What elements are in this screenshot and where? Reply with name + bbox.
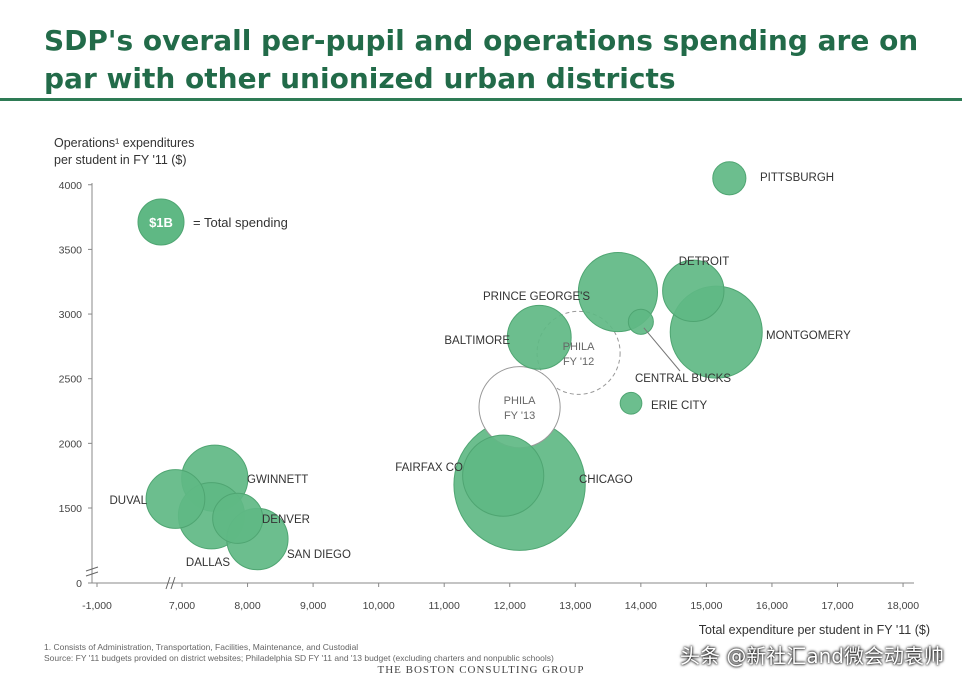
legend-bubble	[137, 198, 185, 246]
bubble-label: DALLAS	[186, 557, 230, 569]
bubble-label: DUVAL	[110, 495, 148, 507]
bubble-fairfax-co	[462, 434, 545, 517]
bubble-label: FY '13	[504, 410, 535, 422]
bcg-logo: THE BOSTON CONSULTING GROUP	[377, 664, 585, 676]
legend-bubble-label: $1B	[149, 215, 173, 230]
leader-line	[643, 327, 681, 372]
y-tick-label: 0	[76, 578, 82, 590]
bubble-label: SAN DIEGO	[287, 549, 351, 561]
bubble-denver	[212, 492, 264, 544]
x-axis-break	[165, 576, 176, 590]
bubble-label: ERIE CITY	[651, 400, 708, 412]
bubble-duval	[145, 469, 206, 529]
x-tick-label: 7,000	[169, 600, 195, 612]
y-axis-title: per student in FY '11 ($)	[54, 153, 187, 167]
x-tick-label: 12,000	[494, 600, 526, 612]
bubble-baltimore	[506, 304, 572, 370]
watermark: 头条 @新社汇and微会动袁帅	[680, 644, 944, 668]
bubble-label: DENVER	[262, 514, 310, 526]
y-tick-label: 1500	[59, 503, 83, 515]
x-axis-title: Total expenditure per student in FY '11 …	[699, 623, 930, 637]
y-tick-label: 2000	[59, 438, 83, 450]
bubble-label: PHILA	[504, 395, 536, 407]
x-tick-label: 17,000	[821, 600, 853, 612]
y-axis-title: Operations¹ expenditures	[54, 136, 194, 150]
bubble-pittsburgh	[712, 161, 747, 196]
title-divider	[0, 98, 962, 101]
x-tick-label: 9,000	[300, 600, 326, 612]
x-tick-label: -1,000	[82, 600, 112, 612]
bubble-label: DETROIT	[679, 256, 729, 268]
bubble-label: CHICAGO	[579, 474, 633, 486]
y-tick-label: 2500	[59, 374, 83, 386]
bubble-label: MONTGOMERY	[766, 330, 851, 342]
bubble-label: CENTRAL BUCKS	[635, 373, 731, 385]
bubble-label: BALTIMORE	[444, 335, 510, 347]
bubble-label: PHILA	[563, 341, 595, 353]
y-tick-label: 4000	[59, 180, 83, 192]
bubble-label: GWINNETT	[247, 474, 308, 486]
x-tick-label: 18,000	[887, 600, 919, 612]
bubble-label: PITTSBURGH	[760, 172, 834, 184]
x-tick-label: 13,000	[559, 600, 591, 612]
y-tick-label: 3500	[59, 244, 83, 256]
x-tick-label: 16,000	[756, 600, 788, 612]
x-tick-label: 14,000	[625, 600, 657, 612]
bubble-central-bucks	[627, 308, 654, 335]
x-tick-label: 15,000	[690, 600, 722, 612]
bubble-label: FAIRFAX CO	[395, 462, 463, 474]
y-tick-label: 3000	[59, 309, 83, 321]
bubble-label: PRINCE GEORGE'S	[483, 291, 590, 303]
bubble-label: FY '12	[563, 356, 594, 368]
x-tick-label: 10,000	[363, 600, 395, 612]
y-axis-break	[85, 566, 99, 577]
page-title: SDP's overall per-pupil and operations s…	[44, 24, 919, 95]
bubble-erie-city	[619, 391, 643, 415]
x-tick-label: 8,000	[234, 600, 260, 612]
source-note: Source: FY '11 budgets provided on distr…	[44, 653, 554, 663]
bubble-detroit	[662, 259, 725, 322]
x-tick-label: 11,000	[429, 600, 460, 612]
legend-text: = Total spending	[193, 215, 288, 230]
footnote: 1. Consists of Administration, Transport…	[44, 642, 359, 652]
